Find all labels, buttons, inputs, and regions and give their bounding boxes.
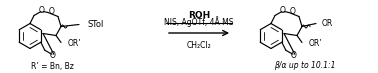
Text: OR’: OR’ bbox=[309, 39, 323, 48]
Text: O: O bbox=[291, 51, 297, 60]
Text: CH₂Cl₂: CH₂Cl₂ bbox=[187, 41, 211, 49]
Text: β/α up to 10.1:1: β/α up to 10.1:1 bbox=[274, 61, 336, 71]
Text: STol: STol bbox=[87, 20, 103, 29]
Text: ROH: ROH bbox=[188, 11, 210, 19]
Text: O: O bbox=[39, 6, 45, 15]
Text: R’ = Bn, Bz: R’ = Bn, Bz bbox=[31, 61, 73, 71]
Text: O: O bbox=[290, 7, 296, 16]
Text: OR’: OR’ bbox=[68, 39, 82, 48]
Text: NIS, AgOTf, 4Å MS: NIS, AgOTf, 4Å MS bbox=[164, 16, 234, 27]
Text: O: O bbox=[49, 7, 55, 16]
Text: O: O bbox=[50, 51, 56, 60]
Text: OR: OR bbox=[322, 19, 333, 28]
Text: O: O bbox=[280, 6, 286, 15]
